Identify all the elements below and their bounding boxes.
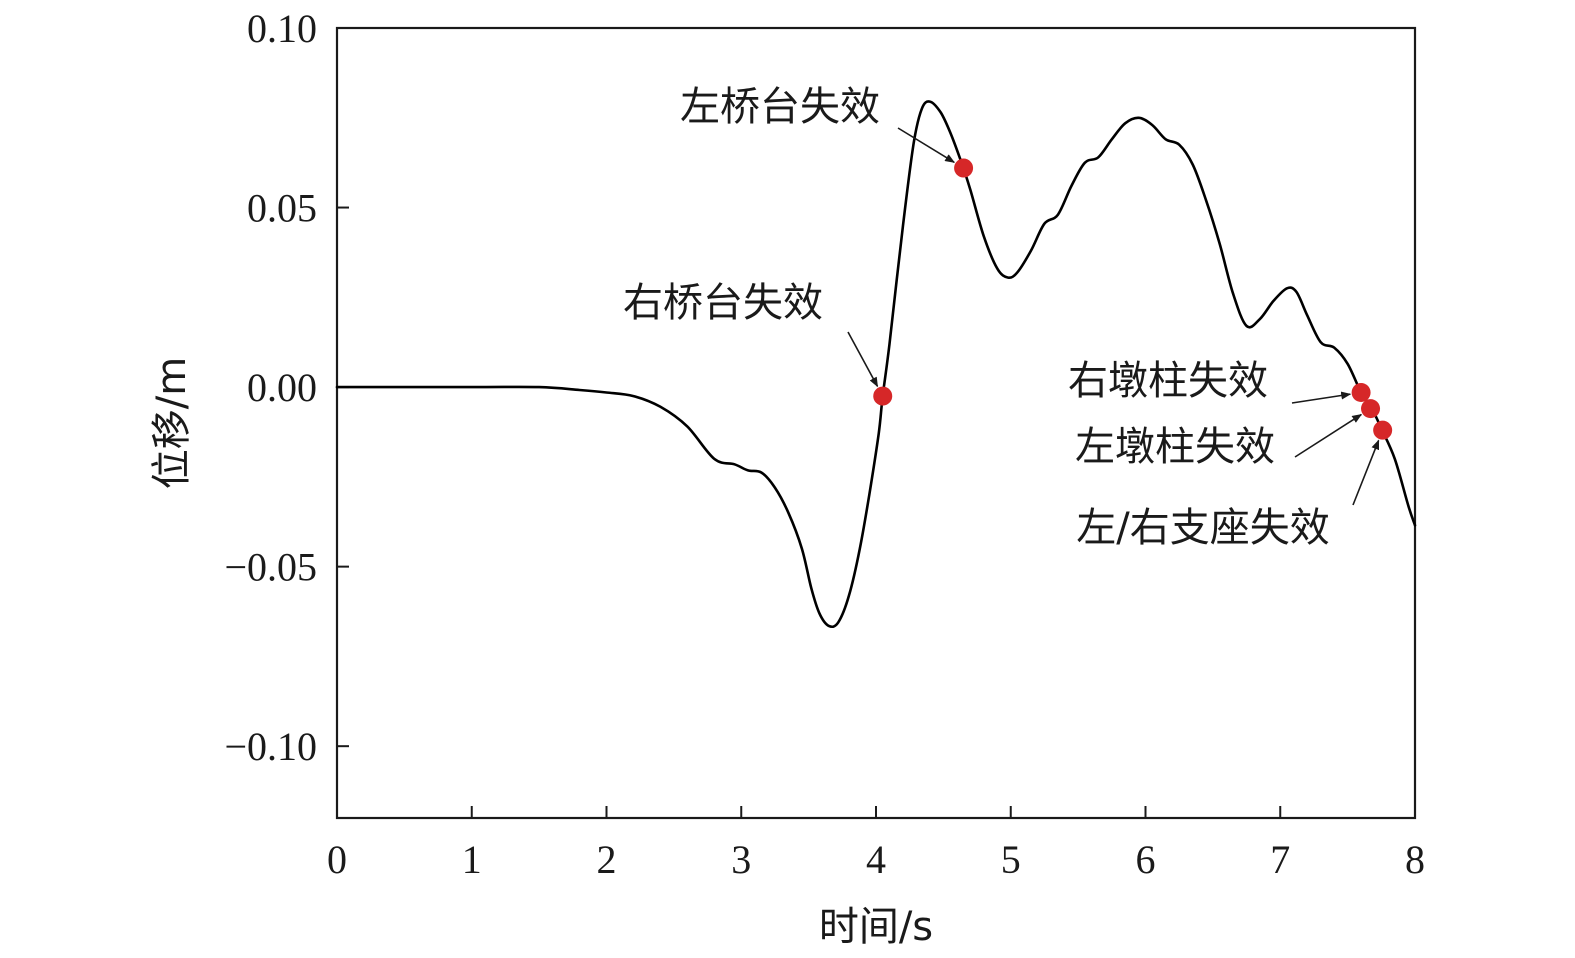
x-tick-label: 2: [597, 837, 617, 882]
failure-markers: [873, 158, 1393, 440]
annotation-label: 左桥台失效: [680, 84, 880, 130]
y-tick-label: 0.05: [247, 186, 317, 231]
x-tick-label: 3: [731, 837, 751, 882]
series-line-displacement: [335, 100, 1417, 629]
axis-ticks: [336, 27, 1416, 818]
y-axis-title: 位移/m: [149, 357, 195, 489]
annotation-label: 右墩柱失效: [1068, 358, 1268, 404]
annotation-arrow: [897, 127, 956, 163]
x-tick-label: 0: [327, 837, 347, 882]
failure-marker-point: [954, 158, 974, 178]
x-tick-label: 8: [1405, 837, 1425, 882]
annotation-arrow: [847, 331, 879, 388]
annotation-label: 左/右支座失效: [1076, 505, 1329, 551]
failure-marker-point: [1351, 382, 1371, 402]
plot-area-frame: [335, 26, 1417, 820]
x-tick-label: 5: [1001, 837, 1021, 882]
x-tick-label: 4: [866, 837, 886, 882]
annotation-label: 左墩柱失效: [1075, 424, 1275, 470]
failure-marker-point: [1373, 420, 1393, 440]
failure-marker-point: [1361, 399, 1381, 419]
x-tick-label: 6: [1136, 837, 1156, 882]
annotation-arrow: [1294, 413, 1363, 458]
failure-marker-point: [873, 386, 893, 406]
x-axis-title: 时间/s: [819, 904, 933, 950]
tick-labels: 0 1 2 3 4 5 6 7 8 0.10 0.05 0.00 −0.05 −0.10: [224, 6, 1425, 882]
y-tick-label: −0.10: [224, 724, 317, 769]
x-tick-label: 7: [1270, 837, 1290, 882]
y-tick-label: −0.05: [224, 545, 317, 590]
annotation-arrow: [1352, 439, 1380, 506]
annotation-label: 右桥台失效: [623, 280, 823, 326]
y-tick-label: 0.00: [247, 365, 317, 410]
y-tick-label: 0.10: [247, 6, 317, 51]
annotation-arrow: [1291, 391, 1352, 404]
x-tick-label: 1: [462, 837, 482, 882]
